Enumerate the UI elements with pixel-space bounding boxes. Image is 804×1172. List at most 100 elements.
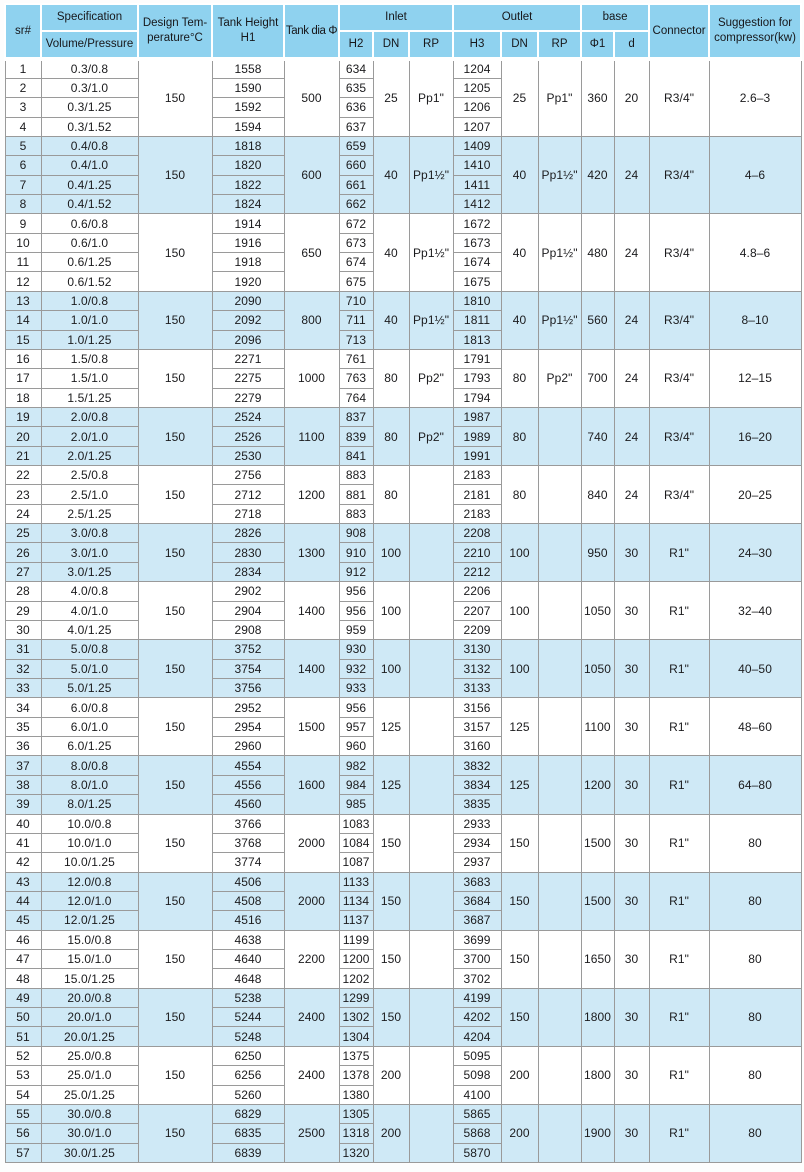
tank-dia-cell: 1400	[283, 639, 340, 699]
volume-pressure-cell: 8.0/1.25	[40, 794, 139, 815]
base-d-cell: 24	[613, 290, 650, 350]
sr-cell: 25	[4, 523, 42, 544]
design-temperature-cell: 150	[137, 135, 213, 215]
table-row: 30 4.0/1.25 2908 959 2209	[4, 619, 801, 641]
volume-pressure-cell: 30.0/1.0	[40, 1123, 139, 1144]
outlet-h3-cell: 5098	[452, 1065, 502, 1086]
table-row: 26 3.0/1.0 2830 910 2210	[4, 542, 801, 563]
table-row: 41 10.0/1.0 3768 1084 2934	[4, 832, 801, 854]
col-header-outlet: Outlet	[452, 3, 583, 32]
inlet-dn-cell: 125	[372, 697, 410, 757]
col-header-base-phi1: Φ1	[580, 30, 616, 61]
connector-cell: R1"	[648, 1045, 710, 1105]
tank-dia-cell: 800	[283, 290, 340, 350]
volume-pressure-cell: 5.0/1.0	[40, 658, 139, 680]
tank-dia-cell: 2500	[283, 1103, 340, 1163]
base-d-cell: 30	[613, 871, 650, 931]
outlet-rp-cell: Pp1"	[537, 58, 582, 137]
sr-cell: 5	[4, 135, 42, 157]
tank-dia-cell: 2400	[283, 987, 340, 1047]
base-phi1-cell: 1900	[580, 1103, 615, 1163]
inlet-h2-cell: 881	[338, 484, 374, 505]
volume-pressure-cell: 25.0/1.0	[40, 1065, 139, 1086]
outlet-rp-cell	[537, 813, 582, 873]
sr-cell: 44	[4, 890, 42, 912]
table-row: 54 25.0/1.25 5260 1380 4100	[4, 1084, 801, 1105]
header-row-1: sr# Specification Design Tem- perature°C…	[4, 3, 803, 61]
sr-cell: 54	[4, 1084, 42, 1105]
outlet-rp-cell	[537, 929, 582, 989]
table-row: 38 8.0/1.0 4556 984 3834	[4, 774, 801, 796]
base-d-cell: 30	[613, 581, 650, 641]
volume-pressure-cell: 12.0/1.25	[40, 910, 139, 931]
inlet-h2-cell: 637	[338, 116, 374, 137]
table-row: 18 1.5/1.25 2279 764 1794	[4, 387, 801, 408]
tank-height-h1-cell: 2960	[211, 736, 285, 757]
inlet-dn-cell: 200	[372, 1103, 410, 1163]
base-d-cell: 20	[613, 58, 650, 137]
base-d-cell: 24	[613, 465, 650, 525]
tank-height-h1-cell: 1818	[211, 135, 285, 157]
sr-cell: 34	[4, 697, 42, 718]
table-row: 37 8.0/0.8 150 4554 1600 982 125 3832 125 1200 30 R…	[4, 755, 802, 815]
volume-pressure-cell: 10.0/1.25	[40, 852, 139, 873]
table-row: 15 1.0/1.25 2096 713 1813	[4, 329, 801, 350]
outlet-rp-cell	[537, 871, 582, 931]
sr-cell: 2	[4, 77, 42, 99]
connector-cell: R3/4"	[648, 406, 710, 467]
sr-cell: 57	[4, 1142, 42, 1163]
tank-dia-cell: 600	[283, 135, 340, 215]
sr-cell: 15	[4, 329, 42, 350]
outlet-rp-cell	[537, 581, 582, 641]
inlet-h2-cell: 956	[338, 600, 374, 621]
suggestion-cell: 20–25	[708, 465, 802, 525]
inlet-rp-cell	[408, 755, 454, 815]
suggestion-cell: 80	[708, 813, 802, 873]
volume-pressure-cell: 0.4/1.25	[40, 174, 139, 196]
volume-pressure-cell: 2.0/1.0	[40, 426, 139, 447]
connector-cell: R3/4"	[648, 348, 710, 408]
tank-dia-cell: 1300	[283, 523, 340, 583]
volume-pressure-cell: 1.0/1.25	[40, 329, 139, 350]
design-temperature-cell: 150	[137, 987, 213, 1047]
inlet-h2-cell: 912	[338, 561, 374, 583]
volume-pressure-cell: 4.0/0.8	[40, 581, 139, 602]
outlet-h3-cell: 3156	[452, 697, 502, 718]
sr-cell: 22	[4, 465, 42, 486]
inlet-dn-cell: 100	[372, 523, 410, 583]
tank-height-h1-cell: 4506	[211, 871, 285, 892]
tank-height-h1-cell: 4516	[211, 910, 285, 931]
inlet-h2-cell: 1378	[338, 1065, 374, 1086]
volume-pressure-cell: 1.5/1.25	[40, 387, 139, 408]
outlet-rp-cell	[537, 523, 582, 583]
outlet-h3-cell: 1811	[452, 310, 502, 331]
outlet-h3-cell: 2934	[452, 832, 502, 854]
tank-height-h1-cell: 1558	[211, 58, 285, 79]
sr-cell: 21	[4, 445, 42, 467]
tank-height-h1-cell: 5260	[211, 1084, 285, 1105]
sr-cell: 12	[4, 271, 42, 292]
outlet-h3-cell: 3160	[452, 736, 502, 757]
inlet-h2-cell: 662	[338, 194, 374, 215]
inlet-dn-cell: 40	[372, 213, 410, 292]
sr-cell: 49	[4, 987, 42, 1009]
inlet-h2-cell: 659	[338, 135, 374, 157]
outlet-h3-cell: 1793	[452, 368, 502, 389]
inlet-rp-cell	[408, 581, 454, 641]
tank-height-h1-cell: 5238	[211, 987, 285, 1009]
connector-cell: R1"	[648, 639, 710, 699]
inlet-h2-cell: 661	[338, 174, 374, 196]
connector-cell: R1"	[648, 1103, 710, 1163]
outlet-h3-cell: 1411	[452, 174, 502, 196]
sr-cell: 37	[4, 755, 42, 776]
outlet-h3-cell: 4202	[452, 1007, 502, 1028]
sr-cell: 33	[4, 677, 42, 699]
outlet-dn-cell: 200	[500, 1045, 539, 1105]
inlet-rp-cell	[408, 987, 454, 1047]
tank-dia-cell: 2000	[283, 871, 340, 931]
outlet-dn-cell: 80	[500, 348, 539, 408]
volume-pressure-cell: 0.6/1.52	[40, 271, 139, 292]
inlet-rp-cell	[408, 1103, 454, 1163]
table-row: 19 2.0/0.8 150 2524 1100 837 80 Pp2" 1987 80 740 24…	[4, 406, 802, 467]
outlet-h3-cell: 1672	[452, 213, 502, 234]
